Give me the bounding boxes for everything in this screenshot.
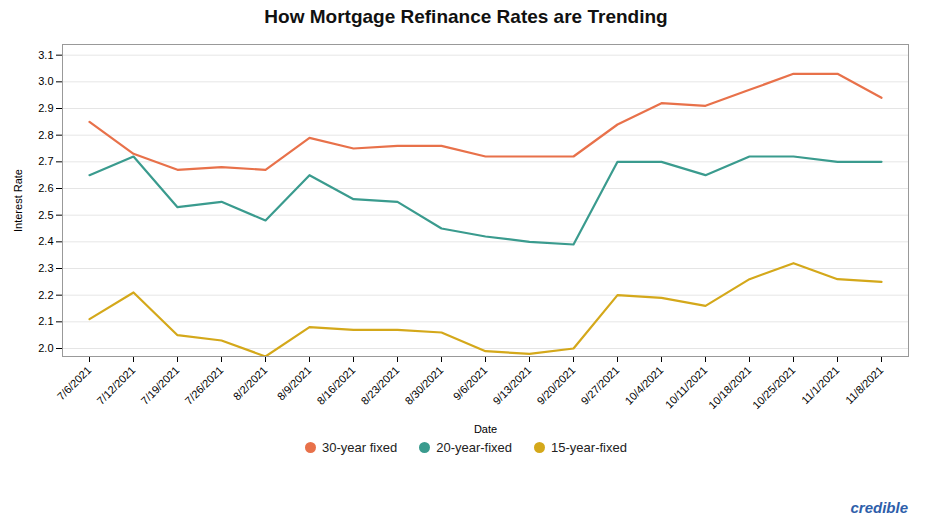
html-text:20-year-fixed: 20-year-fixed xyxy=(436,440,513,455)
svg-text:2.7: 2.7 xyxy=(38,155,53,167)
svg-text:2.2: 2.2 xyxy=(38,289,53,301)
html-text:credible: credible xyxy=(850,499,908,516)
svg-text:9/6/2021: 9/6/2021 xyxy=(451,364,490,403)
svg-text:2.9: 2.9 xyxy=(38,102,53,114)
svg-text:2.4: 2.4 xyxy=(38,235,53,247)
svg-text:10/4/2021: 10/4/2021 xyxy=(622,364,665,407)
html-text:15-year-fixed: 15-year-fixed xyxy=(551,440,627,455)
svg-text:9/20/2021: 9/20/2021 xyxy=(534,364,577,407)
svg-text:3.1: 3.1 xyxy=(38,49,53,61)
svg-text:Interest Rate: Interest Rate xyxy=(12,169,24,232)
svg-text:10/25/2021: 10/25/2021 xyxy=(750,364,797,411)
svg-text:7/6/2021: 7/6/2021 xyxy=(55,364,94,403)
svg-text:2.6: 2.6 xyxy=(38,182,53,194)
svg-text:8/9/2021: 8/9/2021 xyxy=(275,364,314,403)
svg-text:7/19/2021: 7/19/2021 xyxy=(138,364,181,407)
svg-text:2.3: 2.3 xyxy=(38,262,53,274)
svg-text:2.8: 2.8 xyxy=(38,129,53,141)
svg-text:9/13/2021: 9/13/2021 xyxy=(490,364,533,407)
svg-text:2.1: 2.1 xyxy=(38,315,53,327)
svg-text:11/1/2021: 11/1/2021 xyxy=(799,364,842,407)
svg-text:7/26/2021: 7/26/2021 xyxy=(182,364,225,407)
svg-text:8/16/2021: 8/16/2021 xyxy=(314,364,357,407)
svg-text:10/18/2021: 10/18/2021 xyxy=(706,364,753,411)
svg-text:2.0: 2.0 xyxy=(38,342,53,354)
svg-text:2.5: 2.5 xyxy=(38,209,53,221)
svg-text:8/30/2021: 8/30/2021 xyxy=(402,364,445,407)
html-text:How Mortgage Refinance Rates a: How Mortgage Refinance Rates are Trendin… xyxy=(264,6,668,27)
svg-text:8/2/2021: 8/2/2021 xyxy=(231,364,270,403)
svg-text:8/23/2021: 8/23/2021 xyxy=(358,364,401,407)
svg-text:3.0: 3.0 xyxy=(38,75,53,87)
svg-text:9/27/2021: 9/27/2021 xyxy=(578,364,621,407)
svg-text:7/12/2021: 7/12/2021 xyxy=(94,364,137,407)
svg-text:10/11/2021: 10/11/2021 xyxy=(663,364,710,411)
html-text:30-year fixed: 30-year fixed xyxy=(322,440,398,455)
svg-text:Date: Date xyxy=(474,423,497,435)
svg-text:11/8/2021: 11/8/2021 xyxy=(843,364,886,407)
